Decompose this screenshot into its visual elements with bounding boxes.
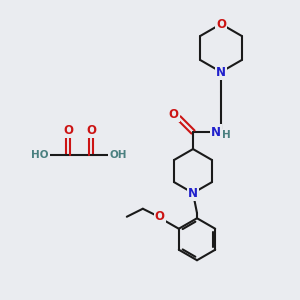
- Text: N: N: [211, 125, 221, 139]
- Text: O: O: [155, 210, 165, 223]
- Text: N: N: [188, 187, 198, 200]
- Text: O: O: [86, 124, 96, 136]
- Text: O: O: [216, 17, 226, 31]
- Text: O: O: [169, 108, 179, 122]
- Text: OH: OH: [109, 150, 127, 160]
- Text: H: H: [222, 130, 230, 140]
- Text: HO: HO: [31, 150, 49, 160]
- Text: N: N: [216, 65, 226, 79]
- Text: O: O: [63, 124, 73, 136]
